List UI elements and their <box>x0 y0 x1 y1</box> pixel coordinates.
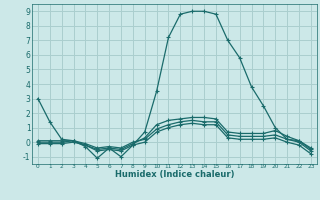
X-axis label: Humidex (Indice chaleur): Humidex (Indice chaleur) <box>115 170 234 179</box>
